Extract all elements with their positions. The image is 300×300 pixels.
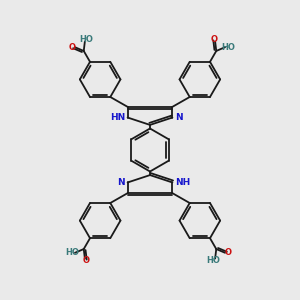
Text: HO: HO	[207, 256, 220, 265]
Text: HO: HO	[80, 35, 93, 44]
Text: HN: HN	[110, 113, 125, 122]
Text: N: N	[175, 113, 182, 122]
Text: HO: HO	[221, 43, 235, 52]
Text: HO: HO	[65, 248, 79, 257]
Text: O: O	[69, 43, 76, 52]
Text: N: N	[118, 178, 125, 187]
Text: O: O	[83, 256, 90, 265]
Text: O: O	[224, 248, 231, 257]
Text: NH: NH	[175, 178, 190, 187]
Text: O: O	[210, 35, 217, 44]
